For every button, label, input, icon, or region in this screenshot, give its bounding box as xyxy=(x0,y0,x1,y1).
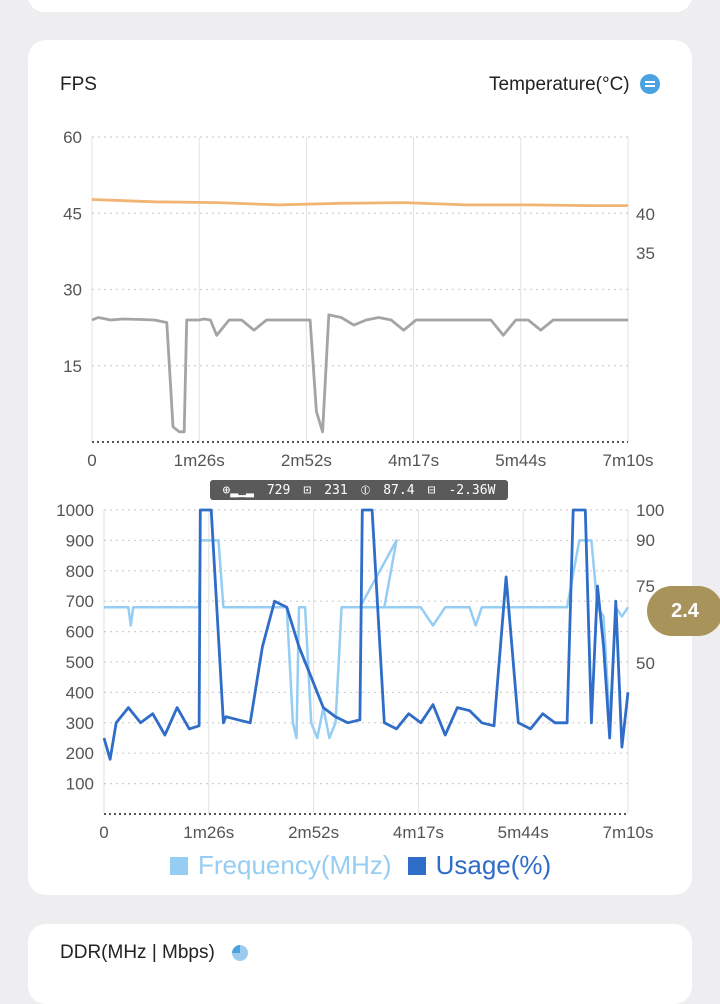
overlay-gpu-value: 231 xyxy=(324,482,348,498)
fps-x-tick: 4m17s xyxy=(388,451,439,470)
cpu-y-right-tick: 50 xyxy=(636,654,655,673)
fps-y-left-tick: 45 xyxy=(63,204,82,223)
previous-panel xyxy=(28,0,692,12)
legend-usage[interactable]: Usage(%) xyxy=(407,850,552,881)
fps-panel xyxy=(28,40,692,895)
perf-overlay-bar[interactable]: ⊕▂▁▂ 729 ⊡ 231 ⦶ 87.4 ⊟ -2.36W xyxy=(210,480,508,500)
cpu-y-right-tick: 100 xyxy=(636,501,664,520)
fps-y-left-tick: 60 xyxy=(63,128,82,147)
cpu-y-left-tick: 700 xyxy=(66,592,94,611)
fps-x-tick: 2m52s xyxy=(281,451,332,470)
cpu-y-left-tick: 800 xyxy=(66,562,94,581)
fps-temperature-chart: 0 1m26s 2m52s 4m17s 5m44s 7m10s 60 45 30 15 40 35 xyxy=(63,128,655,470)
fps-y-left-tick: 15 xyxy=(63,357,82,376)
legend-usage-swatch xyxy=(407,856,426,875)
ddr-title: DDR(MHz | Mbps) xyxy=(60,942,215,963)
cpu-y-left-tick: 600 xyxy=(66,623,94,642)
legend-usage-label: Usage(%) xyxy=(435,850,552,880)
cpu-x-tick: 1m26s xyxy=(183,823,234,842)
cpu-y-right-tick: 75 xyxy=(636,577,655,596)
cpu-y-left-tick: 400 xyxy=(66,683,94,702)
fps-x-tick: 5m44s xyxy=(495,451,546,470)
gpu-icon: ⊡ xyxy=(303,482,312,498)
fps-y-right-tick: 35 xyxy=(636,244,655,263)
overlay-fps-value: 87.4 xyxy=(383,482,415,498)
legend: Frequency(MHz) Usage(%) xyxy=(170,850,551,881)
legend-frequency-swatch xyxy=(170,856,188,875)
fps-title: FPS xyxy=(60,74,97,95)
cpu-series-1 xyxy=(102,508,630,761)
list-toggle-icon[interactable] xyxy=(640,74,660,94)
temperature-label[interactable]: Temperature(°C) xyxy=(489,74,630,95)
fps-x-tick: 1m26s xyxy=(174,451,225,470)
cpu-x-tick: 0 xyxy=(99,823,108,842)
fps-series-0 xyxy=(91,313,628,434)
cpu-y-left-tick: 100 xyxy=(66,775,94,794)
cpu-x-tick: 7m10s xyxy=(602,823,653,842)
cpu-y-left-tick: 300 xyxy=(66,714,94,733)
cpu-x-tick: 2m52s xyxy=(288,823,339,842)
overlay-power-value: -2.36W xyxy=(448,482,496,498)
pie-chart-icon[interactable] xyxy=(232,945,248,961)
battery-icon: ⊟ xyxy=(427,482,436,498)
fps-icon: ⦶ xyxy=(360,482,371,498)
cpu-y-left-tick: 500 xyxy=(66,653,94,672)
overlay-cpu-value: 729 xyxy=(266,482,291,498)
fps-x-tick: 7m10s xyxy=(602,451,653,470)
fps-series-1 xyxy=(91,198,628,207)
cpu-y-left-tick: 900 xyxy=(66,531,94,550)
fps-y-left-tick: 30 xyxy=(63,281,82,300)
legend-frequency[interactable]: Frequency(MHz) xyxy=(170,850,392,881)
cpu-x-tick: 5m44s xyxy=(498,823,549,842)
cpu-y-left-tick: 1000 xyxy=(56,501,94,520)
cpu-x-tick: 4m17s xyxy=(393,823,444,842)
cpu-y-left-tick: 200 xyxy=(66,744,94,763)
floating-value-bubble[interactable]: 2.4 xyxy=(647,586,720,636)
ddr-panel xyxy=(28,924,692,1004)
cpu-y-right-tick: 90 xyxy=(636,531,655,550)
cpu-icon: ⊕▂▁▂ xyxy=(222,482,254,498)
fps-x-tick: 0 xyxy=(87,451,96,470)
fps-y-right-tick: 40 xyxy=(636,205,655,224)
cpu-series-0 xyxy=(104,539,630,740)
legend-frequency-label: Frequency(MHz) xyxy=(198,850,392,880)
bubble-value: 2.4 xyxy=(671,599,699,622)
cpu-frequency-usage-chart: 0 1m26s 2m52s 4m17s 5m44s 7m10s 1000 900 800 700 6… xyxy=(56,501,664,842)
